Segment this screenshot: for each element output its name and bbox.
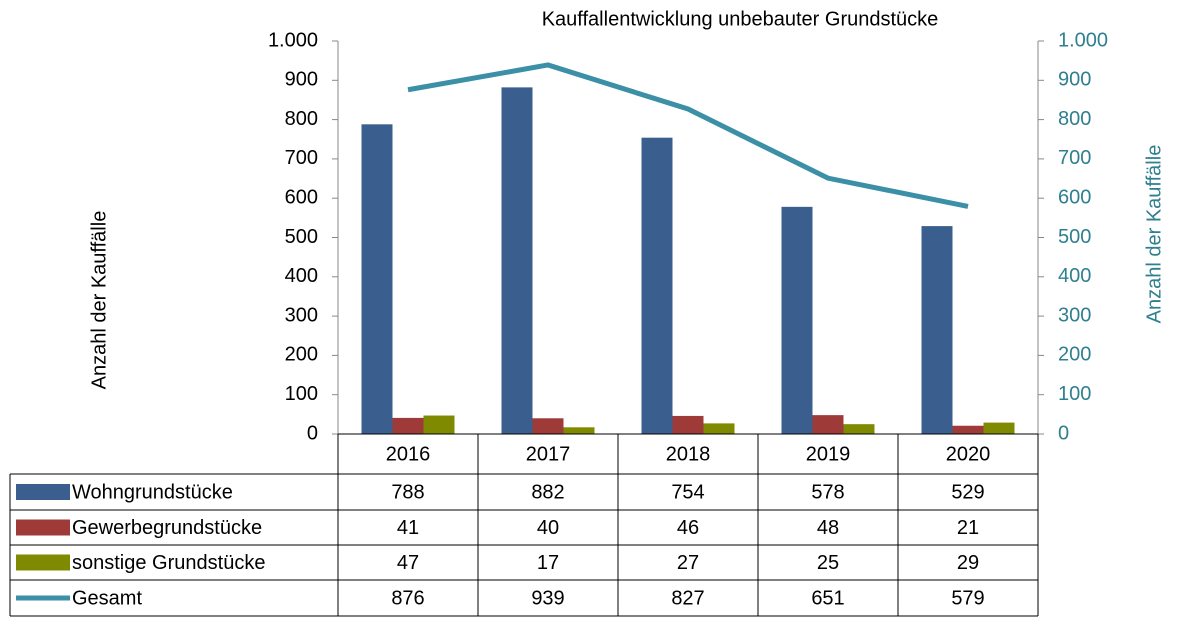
- bar: [983, 422, 1015, 434]
- legend-swatch: [16, 484, 70, 500]
- table-value: 939: [531, 587, 564, 609]
- bar: [563, 427, 595, 434]
- table-value: 754: [671, 481, 704, 503]
- table-value: 25: [817, 552, 839, 574]
- table-value: 529: [951, 481, 984, 503]
- y2ticks-label: 1.000: [1058, 29, 1108, 51]
- bar: [703, 423, 735, 434]
- bar: [501, 87, 533, 435]
- table-value: 651: [811, 587, 844, 609]
- table-value: 882: [531, 481, 564, 503]
- x-tick-label: 2020: [946, 443, 991, 465]
- y-axis-title: Anzahl der Kauffälle: [88, 211, 110, 390]
- table-value: 17: [537, 552, 559, 574]
- yticks-label: 0: [307, 422, 318, 444]
- y2ticks-label: 700: [1058, 147, 1091, 169]
- chart-title: Kauffallentwicklung unbebauter Grundstüc…: [542, 8, 939, 30]
- yticks-label: 700: [285, 147, 318, 169]
- legend-label: Gewerbegrundstücke: [72, 517, 262, 539]
- table-value: 27: [677, 552, 699, 574]
- x-tick-label: 2017: [526, 443, 571, 465]
- table-value: 827: [671, 587, 704, 609]
- bar: [361, 124, 393, 434]
- bar: [812, 415, 844, 434]
- table-value: 579: [951, 587, 984, 609]
- bar: [392, 417, 424, 434]
- y2-axis-title: Anzahl der Kauffälle: [1143, 145, 1165, 324]
- y2ticks-label: 100: [1058, 383, 1091, 405]
- bar: [843, 424, 875, 434]
- table-value: 876: [391, 587, 424, 609]
- bar: [672, 415, 704, 434]
- bar: [641, 137, 673, 435]
- table-value: 47: [397, 552, 419, 574]
- table-value: 578: [811, 481, 844, 503]
- legend-label: sonstige Grundstücke: [72, 552, 265, 574]
- bar: [423, 415, 455, 434]
- table-value: 40: [537, 517, 559, 539]
- y2ticks-label: 300: [1058, 304, 1091, 326]
- y2ticks-label: 800: [1058, 108, 1091, 130]
- yticks-label: 800: [285, 108, 318, 130]
- legend-swatch: [16, 519, 70, 536]
- table-value: 48: [817, 517, 839, 539]
- yticks-label: 500: [285, 226, 318, 248]
- x-tick-label: 2018: [666, 443, 711, 465]
- y2ticks-label: 400: [1058, 265, 1091, 287]
- x-tick-label: 2019: [806, 443, 851, 465]
- x-tick-label: 2016: [386, 443, 431, 465]
- table-value: 21: [957, 517, 979, 539]
- yticks-label: 300: [285, 304, 318, 326]
- table-value: 29: [957, 552, 979, 574]
- y2ticks-label: 600: [1058, 186, 1091, 208]
- table-value: 41: [397, 517, 419, 539]
- y2ticks-label: 200: [1058, 344, 1091, 366]
- bar: [952, 425, 984, 434]
- y2ticks-label: 0: [1058, 422, 1069, 444]
- bar: [532, 418, 564, 434]
- yticks-label: 400: [285, 265, 318, 287]
- yticks-label: 600: [285, 186, 318, 208]
- bar: [781, 206, 813, 434]
- table-value: 46: [677, 517, 699, 539]
- table-value: 788: [391, 481, 424, 503]
- line-series: [407, 62, 969, 209]
- yticks-label: 200: [285, 344, 318, 366]
- legend-swatch: [16, 554, 70, 571]
- bar: [921, 226, 953, 434]
- legend-label: Wohngrundstücke: [72, 481, 233, 503]
- yticks-label: 100: [285, 383, 318, 405]
- y2ticks-label: 500: [1058, 226, 1091, 248]
- yticks-label: 1.000: [268, 29, 318, 51]
- yticks-label: 900: [285, 69, 318, 91]
- legend-label: Gesamt: [72, 587, 142, 609]
- y2ticks-label: 900: [1058, 69, 1091, 91]
